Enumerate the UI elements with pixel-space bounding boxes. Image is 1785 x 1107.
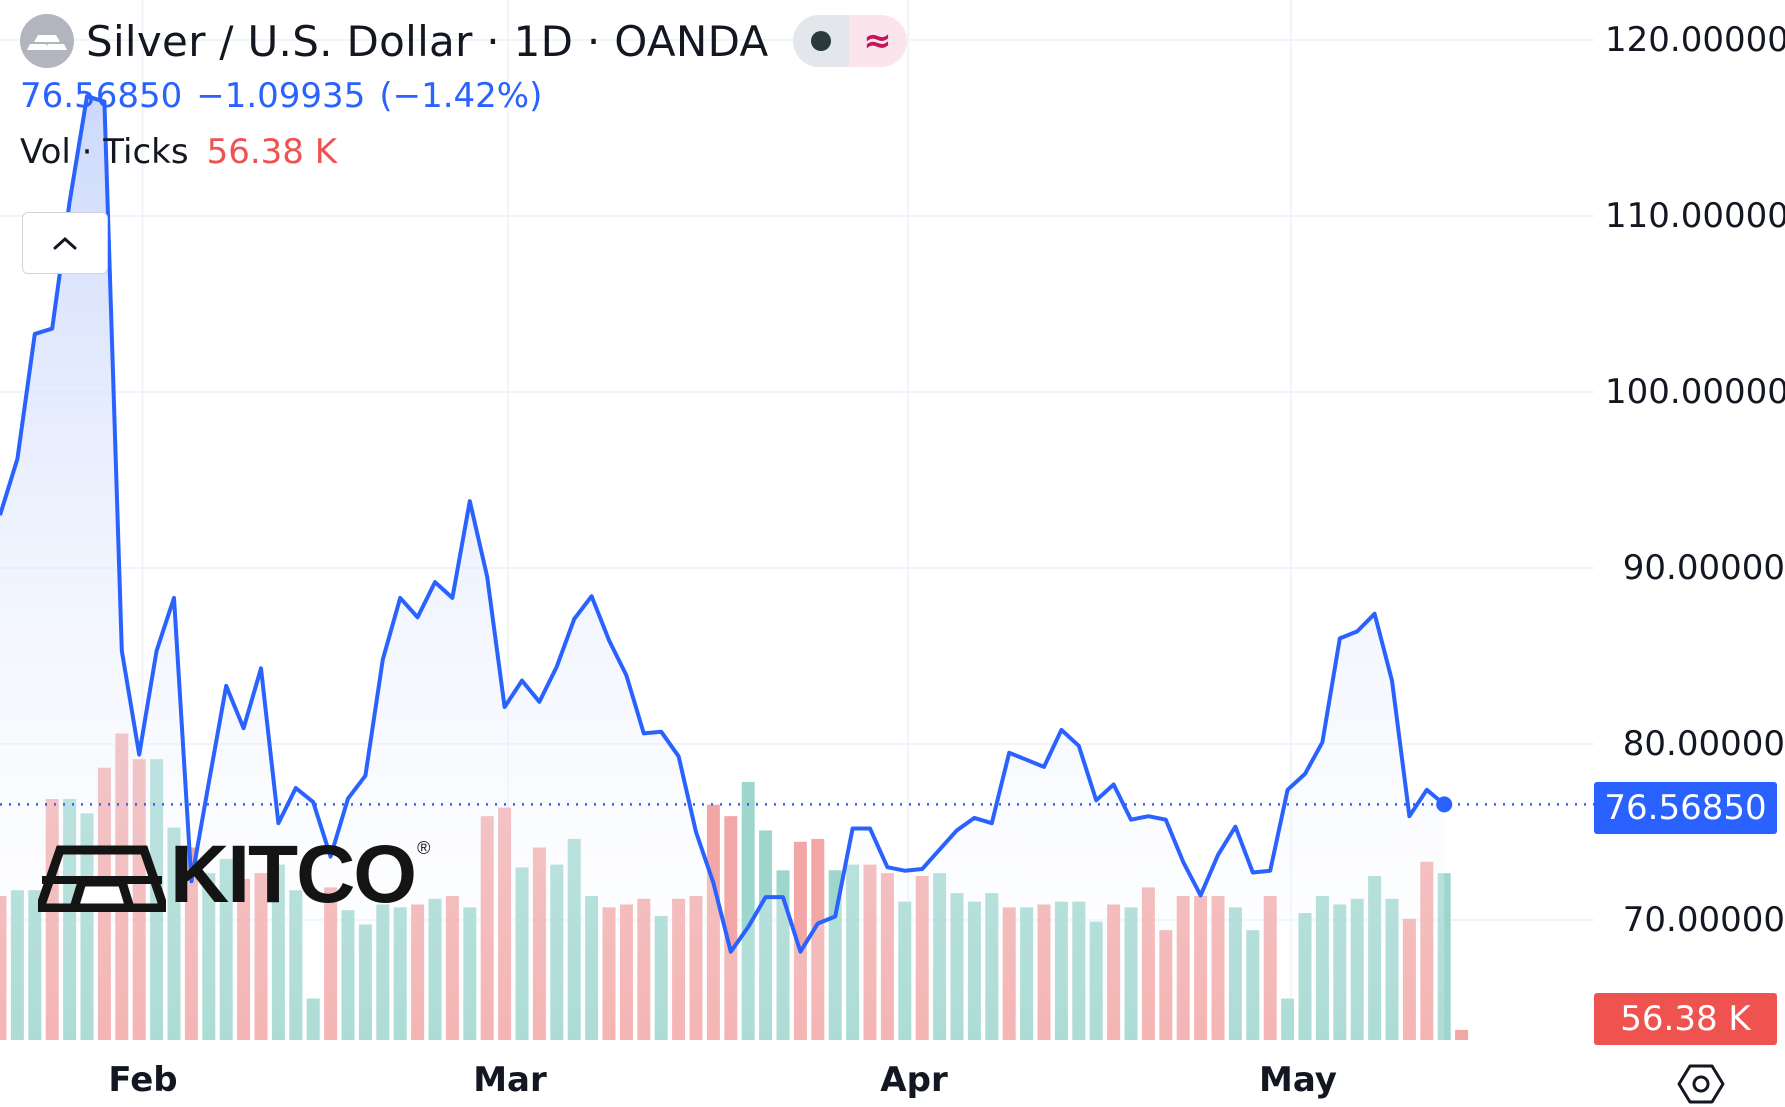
price-line-group — [0, 94, 1446, 954]
x-tick-label: May — [1259, 1060, 1337, 1100]
kitco-watermark: KITCO ® — [38, 829, 431, 920]
price-change-percent: (−1.42%) — [379, 76, 543, 116]
chevron-up-icon — [53, 236, 77, 250]
price-row: 76.56850 −1.09935 (−1.42%) — [20, 76, 556, 116]
market-status[interactable] — [792, 15, 849, 67]
collapse-legend-button[interactable] — [22, 212, 108, 274]
volume-value: 56.38 K — [206, 132, 338, 172]
last-price-badge: 76.56850 — [1594, 782, 1777, 834]
x-tick-label: Feb — [108, 1060, 178, 1100]
symbol-title[interactable]: Silver / U.S. Dollar · 1D · OANDA — [86, 16, 769, 66]
y-tick-label: 100.00000 — [1605, 372, 1785, 412]
price-change: −1.09935 — [196, 76, 366, 116]
y-tick-label: 120.00000 — [1605, 20, 1785, 60]
last-price-marker — [1436, 796, 1453, 813]
kitco-logo-text: KITCO — [170, 829, 417, 920]
title-row: Silver / U.S. Dollar · 1D · OANDA ≈ — [20, 14, 907, 68]
market-status-pill[interactable]: ≈ — [792, 15, 907, 67]
delayed-data-icon[interactable]: ≈ — [848, 15, 907, 67]
volume-label[interactable]: Vol · Ticks — [20, 132, 189, 172]
volume-badge: 56.38 K — [1594, 993, 1777, 1045]
x-tick-label: Mar — [473, 1060, 547, 1100]
last-price: 76.56850 — [20, 76, 183, 116]
silver-bars-icon — [20, 14, 74, 68]
y-tick-label: 90.00000 — [1622, 548, 1785, 588]
volume-row: Vol · Ticks 56.38 K — [20, 132, 337, 172]
x-tick-label: Apr — [880, 1060, 948, 1100]
y-tick-label: 80.00000 — [1622, 724, 1785, 764]
price-line — [0, 94, 1446, 954]
market-closed-dot-icon — [810, 31, 831, 51]
chart-settings-icon[interactable] — [1676, 1063, 1726, 1105]
y-tick-label: 70.00000 — [1622, 900, 1785, 940]
registered-mark: ® — [417, 838, 431, 858]
kitco-logo-icon — [38, 845, 166, 912]
last-price-line-group — [0, 796, 1594, 813]
y-tick-label: 110.00000 — [1605, 196, 1785, 236]
volume-bar — [1455, 1029, 1469, 1040]
